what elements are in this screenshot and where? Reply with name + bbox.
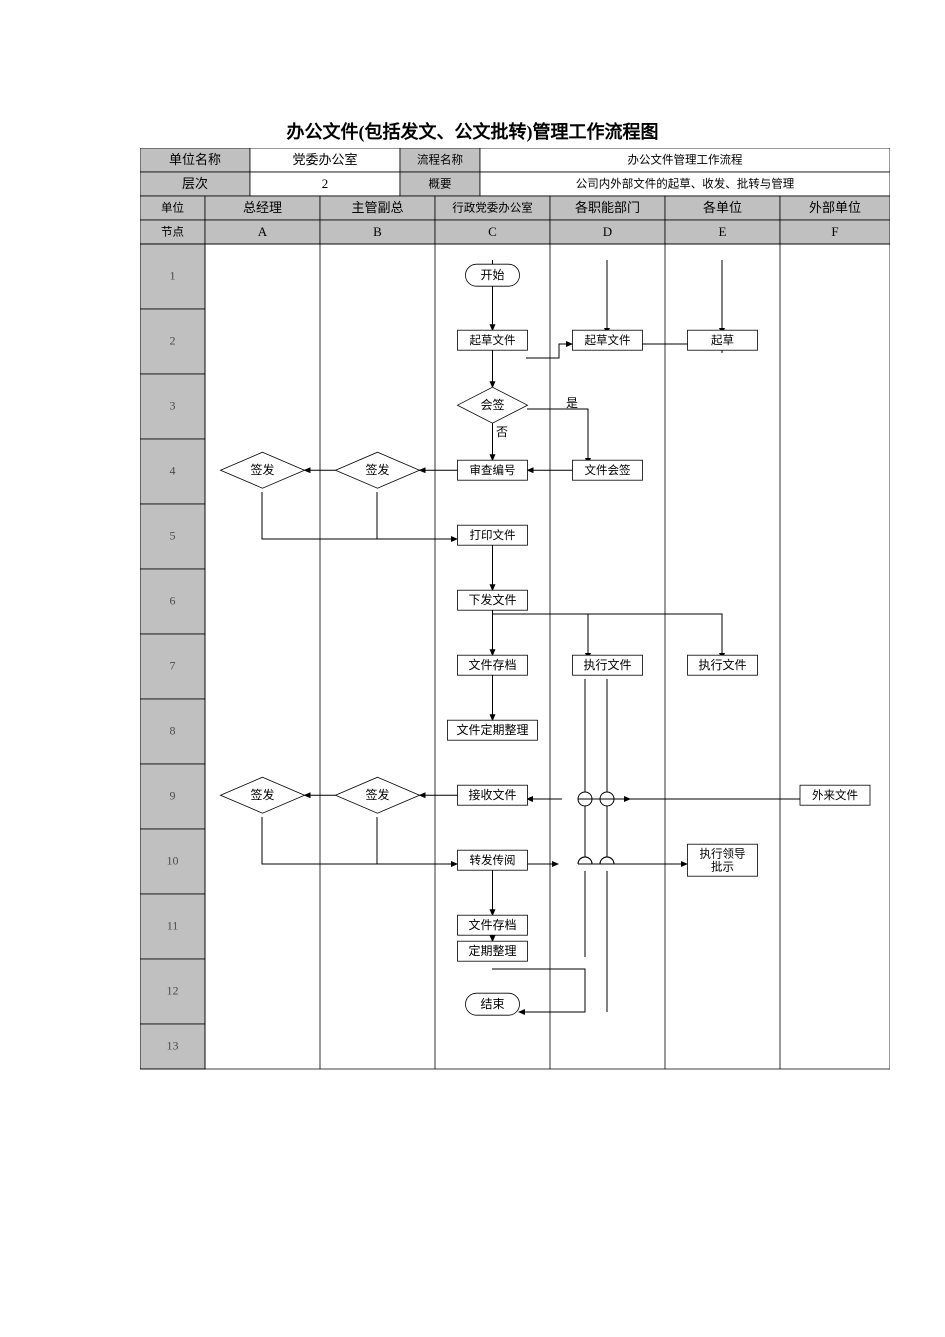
row-number: 4	[170, 463, 176, 477]
header-label: 流程名称	[417, 153, 463, 167]
node-label: 起草文件	[585, 333, 631, 347]
node-label: 接收文件	[468, 787, 516, 802]
row-number: 3	[170, 398, 176, 412]
page: 办公文件(包括发文、公文批转)管理工作流程图 单位名称 党委办公室 流程名称 办公文件…	[0, 0, 945, 1337]
header-label: 层次	[182, 176, 208, 191]
header-label: 办公文件管理工作流程	[628, 153, 743, 167]
header-label: F	[831, 224, 838, 239]
row-number: 11	[167, 918, 179, 932]
node-label: 起草文件	[470, 333, 516, 347]
header-label: 行政党委办公室	[452, 201, 533, 215]
row-number: 2	[170, 333, 176, 347]
header-label: 公司内外部文件的起草、收发、批转与管理	[576, 177, 795, 191]
row-number: 5	[170, 528, 176, 542]
row-number: 1	[170, 268, 176, 282]
row-number: 9	[170, 788, 176, 802]
flow-edge	[526, 344, 572, 358]
node-label: 结束	[480, 997, 504, 1011]
row-number: 13	[167, 1038, 179, 1052]
header-label: E	[719, 224, 727, 239]
flow-edge	[527, 409, 588, 464]
header-label: C	[488, 224, 497, 239]
node-label: 签发	[250, 787, 274, 802]
node-label: 外来文件	[812, 788, 858, 802]
row-number: 10	[167, 853, 179, 867]
header-label: 概要	[429, 178, 452, 191]
header-label: D	[603, 224, 612, 239]
node-label: 起草	[711, 334, 734, 347]
header-label: 节点	[161, 226, 184, 239]
header-label: 单位	[161, 201, 184, 215]
node-label: 开始	[480, 268, 504, 282]
node-label: 执行文件	[583, 657, 631, 672]
node-label: 文件存档	[468, 657, 516, 672]
node-label: 签发	[250, 462, 274, 477]
row-number: 12	[167, 983, 179, 997]
node-label: 批示	[711, 859, 734, 873]
node-label: 打印文件	[470, 528, 516, 542]
node-label: 签发	[365, 462, 389, 477]
edge-label: 是	[566, 396, 578, 410]
node-label: 文件会签	[585, 463, 631, 477]
node-label: 签发	[365, 787, 389, 802]
page-title: 办公文件(包括发文、公文批转)管理工作流程图	[0, 118, 945, 144]
flow-edge	[262, 817, 457, 864]
header-label: 各职能部门	[575, 200, 640, 215]
header-label: B	[373, 224, 382, 239]
row-number: 8	[170, 723, 176, 737]
row-number: 7	[170, 658, 176, 672]
node-label: 定期整理	[468, 943, 516, 958]
node-label: 执行领导	[700, 846, 746, 860]
header-label: 各单位	[703, 200, 742, 215]
flowchart-svg: 单位名称 党委办公室 流程名称 办公文件管理工作流程层次 2 概要 公司内外部文件的起草、收…	[140, 148, 890, 1088]
node-label: 会签	[480, 397, 504, 412]
flow-edge	[492, 614, 588, 659]
node-label: 执行文件	[698, 657, 746, 672]
edge-label: 否	[496, 425, 508, 439]
node-label: 审查编号	[470, 463, 516, 477]
header-label: 主管副总	[351, 200, 403, 215]
header-label: 党委办公室	[292, 152, 357, 167]
header-label: 外部单位	[809, 200, 861, 215]
header-label: A	[258, 224, 268, 239]
node-label: 文件存档	[468, 917, 516, 932]
row-number: 6	[170, 593, 176, 607]
header-label: 单位名称	[169, 152, 221, 167]
header-label: 总经理	[243, 200, 282, 215]
node-label: 下发文件	[468, 592, 516, 607]
node-label: 转发传阅	[470, 853, 516, 867]
header-label: 2	[322, 176, 329, 191]
flow-edge	[262, 492, 457, 539]
node-label: 文件定期整理	[456, 722, 528, 737]
flow-edge	[588, 614, 722, 659]
